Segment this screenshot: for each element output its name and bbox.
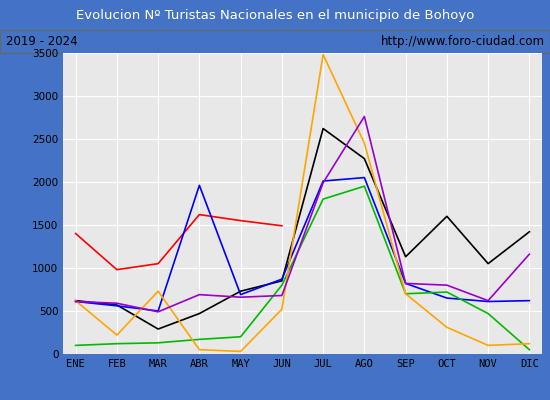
Text: http://www.foro-ciudad.com: http://www.foro-ciudad.com [381, 35, 544, 48]
Text: 2019 - 2024: 2019 - 2024 [6, 35, 77, 48]
Text: Evolucion Nº Turistas Nacionales en el municipio de Bohoyo: Evolucion Nº Turistas Nacionales en el m… [76, 8, 474, 22]
